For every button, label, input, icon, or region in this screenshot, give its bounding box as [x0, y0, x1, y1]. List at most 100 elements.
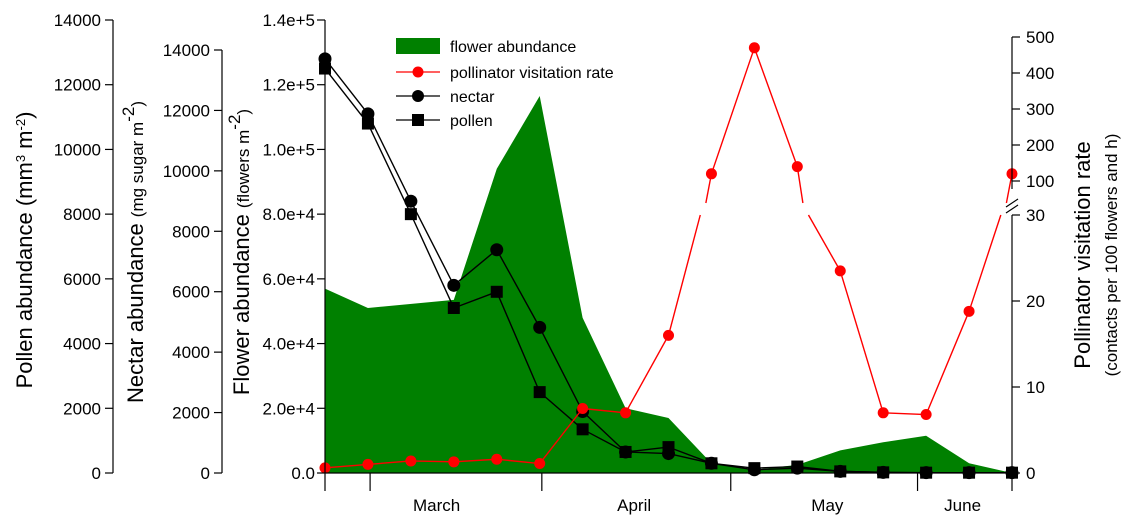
visitation-axis-tick-label: 0 — [1026, 464, 1035, 483]
visitation-line-segment — [807, 214, 841, 272]
pollen-line-segment — [797, 465, 841, 473]
visitation-point — [405, 455, 417, 467]
nectar-point — [533, 320, 547, 334]
legend-marker-pollen — [412, 114, 424, 126]
visitation-axis-break-mark — [1005, 198, 1019, 208]
nectar-point — [404, 194, 418, 208]
nectar-line-segment — [582, 411, 627, 453]
visitation-line-segment — [324, 463, 368, 469]
pollen-point — [533, 386, 546, 399]
nectar-axis-tick-label: 10000 — [163, 162, 210, 181]
pollen-line-segment — [367, 123, 412, 215]
visitation-line-segment — [839, 270, 884, 414]
nectar-axis-tick-label: 6000 — [172, 283, 210, 302]
nectar-line-segment — [410, 200, 455, 286]
pollen-line-segment — [410, 213, 455, 309]
nectar-point — [490, 243, 504, 257]
pollen-line-segment — [668, 446, 712, 464]
visitation-line-segment — [925, 311, 970, 415]
flower-axis-tick-label: 8.0e+4 — [263, 205, 315, 224]
flower-axis-tick-label: 0.0 — [291, 464, 315, 483]
nectar-line-segment — [453, 249, 498, 286]
visitation-line-segment — [968, 214, 1002, 312]
legend-marker-visitation — [412, 66, 424, 78]
pollen-axis-tick-label: 0 — [92, 464, 101, 483]
legend-marker-nectar — [412, 90, 424, 102]
visitation-line-segment — [496, 458, 540, 465]
pollen-point — [662, 441, 675, 454]
visitation-line-segment — [367, 460, 411, 466]
nectar-axis-tick-label: 8000 — [172, 222, 210, 241]
x-axis-month-label: June — [944, 496, 981, 515]
nectar-line-segment — [496, 249, 541, 328]
legend-label-nectar: nectar — [450, 89, 495, 106]
pollen-point — [447, 301, 460, 314]
axes-layer: 0 2000 4000 6000 8000 10000 12000 14000 0 2000 400… — [54, 11, 1055, 515]
visitation-axis-tick-label: 500 — [1026, 28, 1054, 47]
visitation-axis-subtitle: (contacts per 100 flowers and h) — [1102, 134, 1121, 377]
visitation-axis-tick-label: 200 — [1026, 136, 1054, 155]
pollen-line-segment — [539, 391, 584, 430]
visitation-point — [834, 265, 846, 277]
flower-axis-tick-label: 1.4e+5 — [263, 11, 315, 30]
x-axis-month-label: April — [617, 496, 651, 515]
visitation-axis-title: Pollinator visitation rate — [1070, 141, 1095, 368]
pollen-line-segment — [324, 68, 369, 124]
pollen-line-segment — [453, 291, 497, 309]
pollen-axis-tick-label: 10000 — [54, 140, 101, 159]
nectar-axis-tick-label: 4000 — [172, 343, 210, 362]
pollen-line-segment — [711, 462, 755, 469]
nectar-line-segment — [625, 451, 669, 455]
nectar-line-segment — [367, 113, 412, 202]
pollen-line-segment — [840, 470, 884, 474]
flower-axis-title: Flower abundance(flowers m-2) — [225, 109, 255, 395]
pollen-point — [748, 462, 761, 475]
pollen-axis-tick-label: 12000 — [54, 76, 101, 95]
x-axis-month-label: May — [811, 496, 844, 515]
visitation-axis-tick-label: 100 — [1026, 172, 1054, 191]
pollen-axis-tick-label: 14000 — [54, 11, 101, 30]
legend-label-flower-abundance: flower abundance — [450, 39, 576, 56]
visitation-axis-tick-label: 20 — [1026, 292, 1045, 311]
visitation-axis-tick-label: 300 — [1026, 100, 1054, 119]
visitation-line-segment — [453, 458, 497, 463]
visitation-line-segment — [883, 412, 927, 416]
nectar-point — [361, 107, 375, 121]
flower-abundance-area — [325, 96, 1012, 473]
pollen-point — [834, 465, 847, 478]
nectar-axis-tick-label: 12000 — [163, 101, 210, 120]
nectar-axis-tick-label: 2000 — [172, 404, 210, 423]
pollen-line-segment — [582, 428, 626, 453]
pollen-axis-tick-label: 2000 — [63, 399, 101, 418]
nectar-point — [447, 278, 461, 292]
flower-axis-tick-label: 1.2e+5 — [263, 76, 315, 95]
legend-swatch-flower-abundance — [396, 38, 440, 54]
visitation-point — [534, 458, 546, 470]
visitation-point — [705, 168, 717, 180]
visitation-point — [663, 329, 674, 341]
pollen-point — [490, 285, 503, 298]
pollen-point — [404, 208, 417, 221]
pollen-axis-tick-label: 6000 — [63, 270, 101, 289]
visitation-point — [963, 305, 975, 317]
nectar-axis-tick-label: 14000 — [163, 41, 210, 60]
nectar-line-segment — [668, 452, 712, 464]
visitation-point — [791, 161, 803, 173]
visitation-line-segment — [753, 47, 798, 167]
legend-label-pollen: pollen — [450, 113, 493, 130]
visitation-point — [577, 403, 589, 414]
visitation-axis-tick-label: 400 — [1026, 64, 1054, 83]
visitation-point — [491, 453, 503, 465]
pollen-point — [705, 457, 718, 470]
flower-axis-tick-label: 6.0e+4 — [263, 270, 315, 289]
legend-label-visitation: pollinator visitation rate — [450, 65, 614, 82]
visitation-line-segment — [582, 407, 626, 414]
pollen-point — [361, 117, 374, 130]
pollen-line-segment — [754, 465, 798, 469]
pollen-line-segment — [496, 291, 541, 393]
nectar-line-segment — [324, 58, 369, 115]
pollen-line-segment — [625, 446, 669, 453]
visitation-axis-break-mark — [1005, 204, 1019, 214]
visitation-line-segment — [667, 214, 701, 336]
